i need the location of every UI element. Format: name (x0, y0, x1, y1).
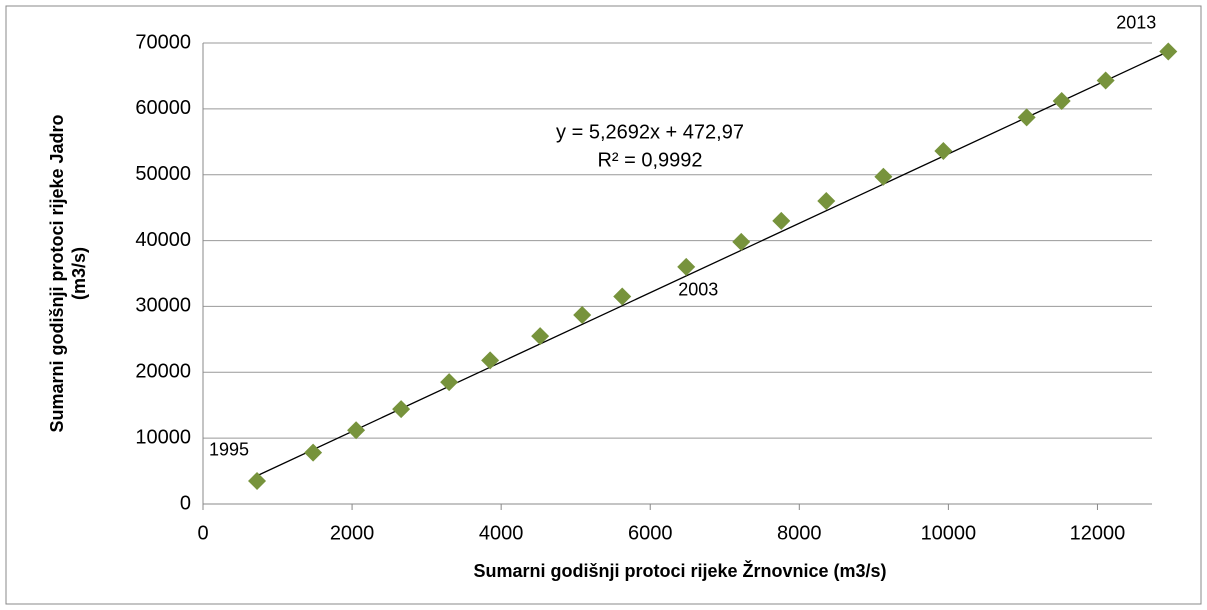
point (874, 167, 893, 186)
point (1052, 91, 1071, 110)
point (677, 257, 696, 276)
annotation: 2013 (1116, 12, 1156, 32)
point (392, 400, 411, 419)
point (304, 443, 323, 462)
x-tick-label: 10000 (921, 522, 977, 544)
point (573, 305, 592, 324)
point (1096, 71, 1115, 90)
point (772, 211, 791, 230)
y-tick-label: 0 (180, 492, 191, 514)
equation: R² = 0,9992 (597, 149, 702, 171)
y-tick-label: 40000 (135, 229, 191, 251)
y-tick-label: 70000 (135, 31, 191, 53)
x-tick-label: 8000 (777, 522, 822, 544)
point (1159, 42, 1178, 61)
point (1017, 108, 1036, 127)
point (817, 192, 836, 211)
y-tick-label: 20000 (135, 361, 191, 383)
point (531, 327, 550, 346)
x-tick-label: 12000 (1070, 522, 1126, 544)
annotation: 2003 (678, 280, 718, 300)
y-axis-title: Sumarni godišnji protoci rijeke Jadro (47, 114, 67, 432)
point (248, 471, 267, 490)
x-tick-label: 4000 (479, 522, 524, 544)
point (613, 287, 632, 306)
y-tick-label: 30000 (135, 295, 191, 317)
point (481, 351, 500, 370)
y-axis-title: (m3/s) (69, 247, 89, 300)
point (934, 142, 953, 161)
y-tick-label: 60000 (135, 97, 191, 119)
x-tick-label: 2000 (330, 522, 375, 544)
point (347, 421, 366, 440)
point (732, 232, 751, 251)
annotation: 1995 (209, 440, 249, 460)
equation: y = 5,2692x + 472,97 (556, 121, 744, 143)
x-axis-title: Sumarni godišnji protoci rijeke Žrnovnic… (473, 560, 886, 581)
point (440, 373, 459, 392)
x-tick-label: 0 (197, 522, 208, 544)
y-tick-label: 10000 (135, 426, 191, 448)
x-tick-label: 6000 (628, 522, 673, 544)
y-tick-label: 50000 (135, 163, 191, 185)
trendline (256, 50, 1169, 477)
